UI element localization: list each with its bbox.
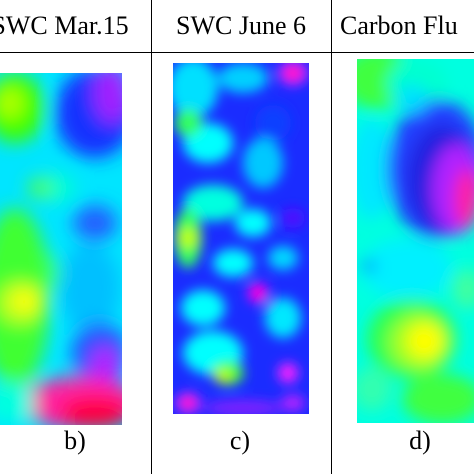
panel-c-caption: c) [229, 426, 251, 455]
panel-c-heatmap [173, 63, 309, 414]
column-divider-left [151, 0, 152, 474]
panel-b-caption: b) [64, 426, 86, 455]
panel-d-heatmap [357, 59, 474, 423]
panel-b-title: SWC Mar.15 [0, 11, 129, 40]
panel-b-heatmap [0, 73, 122, 425]
column-divider-right [331, 0, 332, 474]
header-divider [0, 52, 474, 53]
panel-d-caption: d) [409, 426, 431, 455]
panel-d-title: Carbon Flu [340, 11, 458, 40]
panel-c-title: SWC June 6 [176, 11, 306, 40]
